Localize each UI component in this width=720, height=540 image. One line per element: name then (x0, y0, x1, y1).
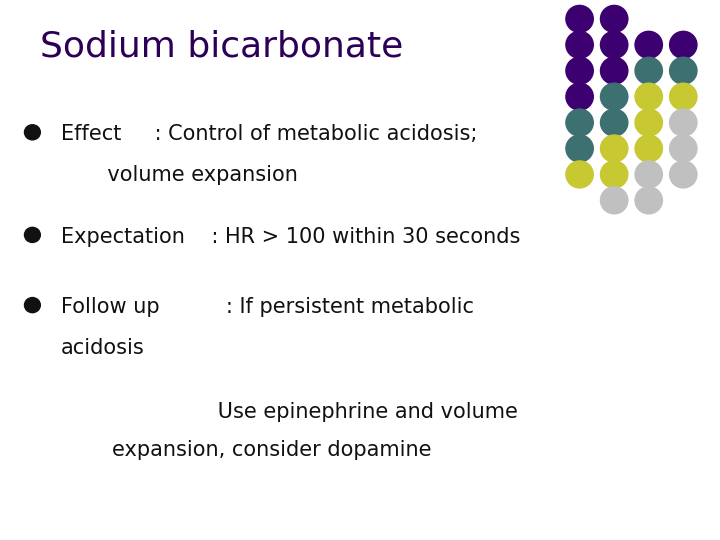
Ellipse shape (670, 109, 697, 136)
Ellipse shape (635, 57, 662, 84)
Ellipse shape (600, 5, 628, 32)
Ellipse shape (635, 83, 662, 110)
Ellipse shape (600, 135, 628, 162)
Ellipse shape (635, 31, 662, 58)
Text: volume expansion: volume expansion (61, 165, 298, 185)
Ellipse shape (635, 135, 662, 162)
Ellipse shape (670, 31, 697, 58)
Ellipse shape (566, 31, 593, 58)
Ellipse shape (670, 83, 697, 110)
Ellipse shape (600, 161, 628, 188)
Ellipse shape (635, 109, 662, 136)
Ellipse shape (24, 298, 40, 313)
Ellipse shape (600, 109, 628, 136)
Ellipse shape (600, 187, 628, 214)
Ellipse shape (670, 135, 697, 162)
Text: acidosis: acidosis (61, 338, 145, 357)
Text: Sodium bicarbonate: Sodium bicarbonate (40, 30, 403, 64)
Ellipse shape (566, 83, 593, 110)
Ellipse shape (566, 161, 593, 188)
Text: Use epinephrine and volume: Use epinephrine and volume (158, 402, 518, 422)
Ellipse shape (600, 31, 628, 58)
Ellipse shape (635, 187, 662, 214)
Ellipse shape (566, 109, 593, 136)
Ellipse shape (600, 83, 628, 110)
Ellipse shape (635, 161, 662, 188)
Text: expansion, consider dopamine: expansion, consider dopamine (112, 440, 431, 460)
Text: Effect     : Control of metabolic acidosis;: Effect : Control of metabolic acidosis; (61, 124, 477, 144)
Ellipse shape (566, 57, 593, 84)
Ellipse shape (566, 135, 593, 162)
Ellipse shape (24, 125, 40, 140)
Ellipse shape (566, 5, 593, 32)
Ellipse shape (670, 161, 697, 188)
Ellipse shape (600, 57, 628, 84)
Text: Follow up          : If persistent metabolic: Follow up : If persistent metabolic (61, 297, 474, 317)
Ellipse shape (670, 57, 697, 84)
Text: Expectation    : HR > 100 within 30 seconds: Expectation : HR > 100 within 30 seconds (61, 227, 521, 247)
Ellipse shape (24, 227, 40, 242)
